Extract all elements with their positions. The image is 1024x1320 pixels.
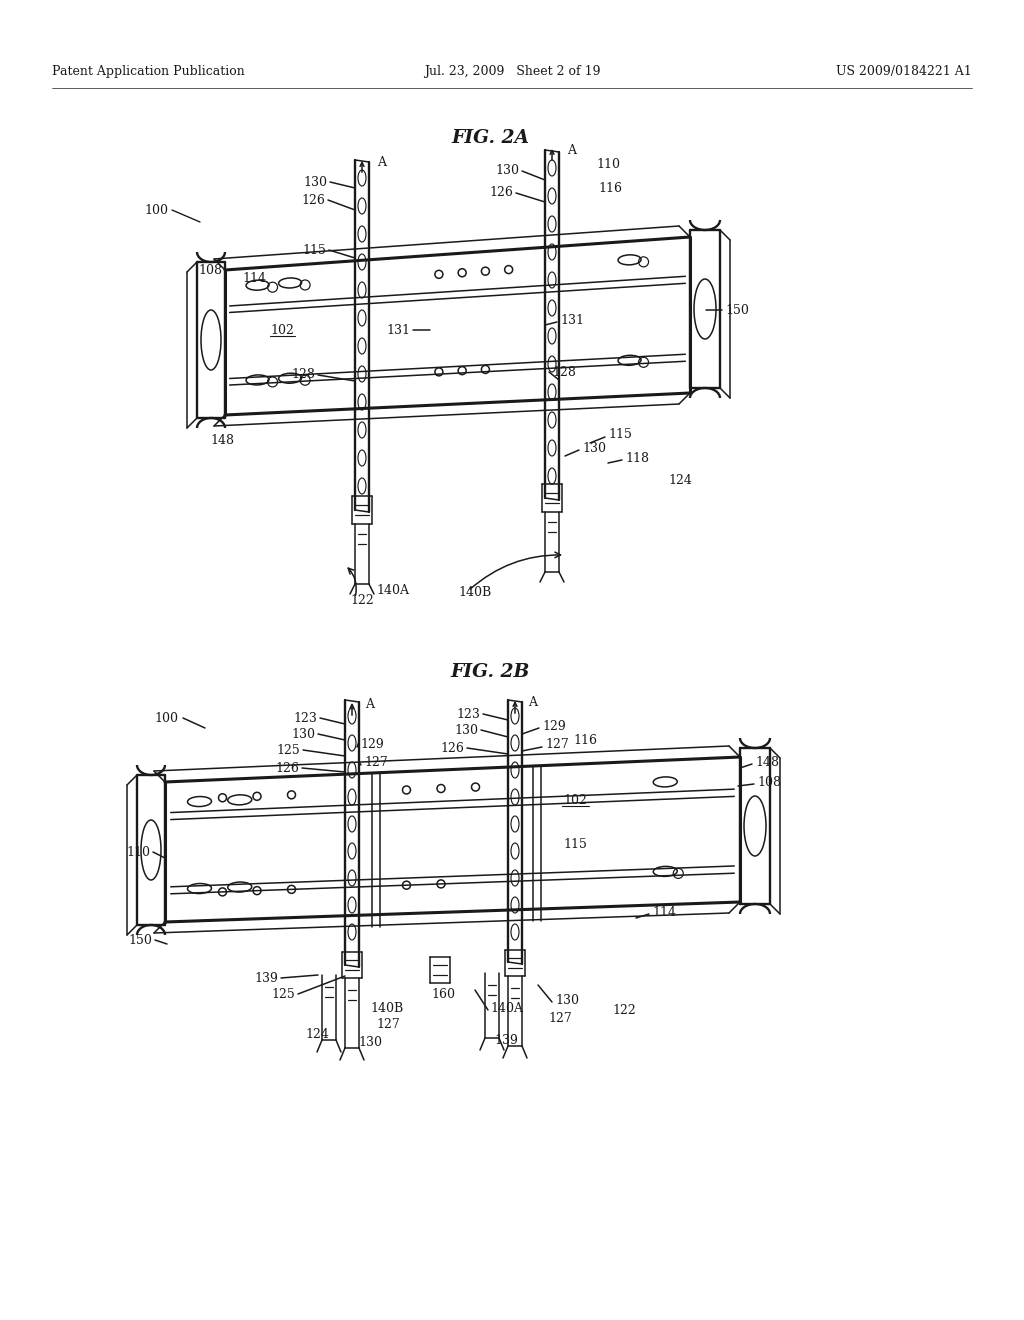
Text: 115: 115 <box>608 429 632 441</box>
Text: 127: 127 <box>545 738 568 751</box>
Text: 130: 130 <box>555 994 579 1006</box>
Text: 126: 126 <box>301 194 325 206</box>
Text: 108: 108 <box>198 264 222 276</box>
Text: 127: 127 <box>548 1011 571 1024</box>
Text: US 2009/0184221 A1: US 2009/0184221 A1 <box>837 66 972 78</box>
Text: 124: 124 <box>668 474 692 487</box>
Text: 130: 130 <box>291 727 315 741</box>
Text: 130: 130 <box>495 165 519 177</box>
Text: 130: 130 <box>303 176 327 189</box>
Text: 140B: 140B <box>371 1002 403 1015</box>
Text: 126: 126 <box>275 762 299 775</box>
Text: 139: 139 <box>254 972 278 985</box>
Text: 128: 128 <box>552 366 575 379</box>
Text: 130: 130 <box>582 441 606 454</box>
Text: 127: 127 <box>376 1018 400 1031</box>
Text: A: A <box>528 697 537 710</box>
Text: 100: 100 <box>144 203 168 216</box>
Text: 148: 148 <box>210 433 234 446</box>
Text: 125: 125 <box>276 743 300 756</box>
Text: 129: 129 <box>360 738 384 751</box>
Text: 126: 126 <box>489 186 513 199</box>
Text: A: A <box>377 157 386 169</box>
Text: 150: 150 <box>725 304 749 317</box>
Text: Jul. 23, 2009   Sheet 2 of 19: Jul. 23, 2009 Sheet 2 of 19 <box>424 66 600 78</box>
Text: 140A: 140A <box>490 1002 523 1015</box>
Text: 140B: 140B <box>459 586 492 599</box>
Text: 102: 102 <box>270 323 294 337</box>
Text: 122: 122 <box>612 1003 636 1016</box>
Text: 148: 148 <box>755 755 779 768</box>
Text: 160: 160 <box>431 987 455 1001</box>
Text: 130: 130 <box>454 723 478 737</box>
Text: 126: 126 <box>440 742 464 755</box>
Text: 123: 123 <box>293 711 317 725</box>
Text: 118: 118 <box>625 451 649 465</box>
Text: Patent Application Publication: Patent Application Publication <box>52 66 245 78</box>
Text: 123: 123 <box>456 708 480 721</box>
Text: 150: 150 <box>128 933 152 946</box>
Text: FIG. 2A: FIG. 2A <box>451 129 529 147</box>
Text: 115: 115 <box>302 243 326 256</box>
Text: 110: 110 <box>126 846 150 858</box>
Text: 125: 125 <box>271 987 295 1001</box>
Text: 100: 100 <box>154 711 178 725</box>
Text: A: A <box>365 698 374 711</box>
Text: 139: 139 <box>494 1034 518 1047</box>
Text: A: A <box>567 144 575 157</box>
Text: 140A: 140A <box>377 583 410 597</box>
Text: 114: 114 <box>652 906 676 919</box>
Text: 114: 114 <box>242 272 266 285</box>
Text: 128: 128 <box>291 368 315 381</box>
Text: 116: 116 <box>573 734 597 747</box>
Text: 127: 127 <box>364 756 388 770</box>
Text: 116: 116 <box>598 181 622 194</box>
Text: 130: 130 <box>358 1035 382 1048</box>
Text: 115: 115 <box>563 838 587 851</box>
Text: 108: 108 <box>757 776 781 788</box>
Text: 131: 131 <box>560 314 584 326</box>
Text: 110: 110 <box>596 158 620 172</box>
Text: 102: 102 <box>563 793 587 807</box>
Text: 129: 129 <box>542 719 565 733</box>
Text: 122: 122 <box>350 594 374 606</box>
Text: 124: 124 <box>305 1028 329 1041</box>
Text: FIG. 2B: FIG. 2B <box>451 663 529 681</box>
Text: 131: 131 <box>386 323 410 337</box>
